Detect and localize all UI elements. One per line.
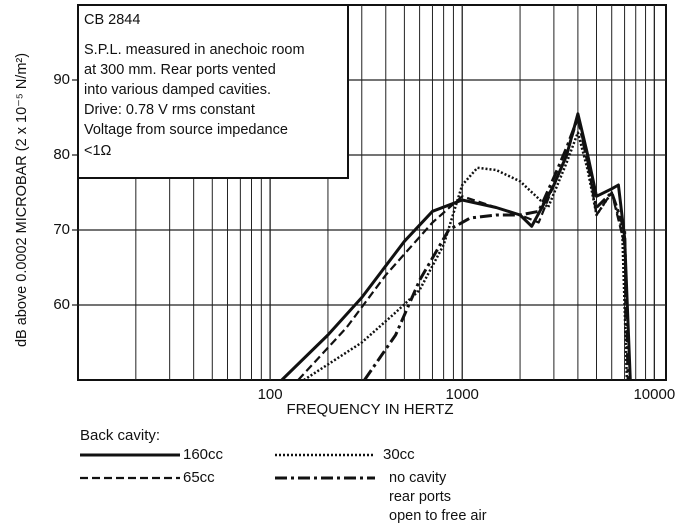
plot-frame: [77, 4, 667, 381]
legend-label: 30cc: [383, 446, 415, 463]
annotation-text: CB 2844: [84, 12, 140, 28]
y-tick-label: 90: [53, 71, 70, 88]
legend-title: Back cavity:: [80, 427, 160, 444]
y-tick-label: 80: [53, 146, 70, 163]
annotation-text: S.P.L. measured in anechoic room: [84, 42, 305, 58]
annotation-text: Voltage from source impedance: [84, 122, 288, 138]
annotation-box: [77, 4, 349, 179]
x-tick-label: 10000: [633, 386, 675, 403]
x-tick-label: 1000: [446, 386, 479, 403]
series-line: [303, 131, 629, 380]
annotation-text: into various damped cavities.: [84, 82, 271, 98]
series-line: [297, 116, 632, 380]
series-line: [363, 116, 630, 380]
annotation-text: <1Ω: [84, 143, 112, 159]
y-tick-label: 60: [53, 296, 70, 313]
annotation-text: Drive: 0.78 V rms constant: [84, 102, 255, 118]
legend-label: 160cc: [183, 446, 224, 463]
y-tick-label: 70: [53, 221, 70, 238]
x-tick-label: 100: [258, 386, 283, 403]
legend-label: 65cc: [183, 469, 215, 486]
y-axis-label: dB above 0.0002 MICROBAR (2 x 10⁻⁵ N/m²): [14, 53, 30, 347]
annotation-text: at 300 mm. Rear ports vented: [84, 62, 276, 78]
x-axis-label: FREQUENCY IN HERTZ: [287, 401, 454, 418]
legend-label: no cavity rear ports open to free air: [389, 470, 487, 524]
